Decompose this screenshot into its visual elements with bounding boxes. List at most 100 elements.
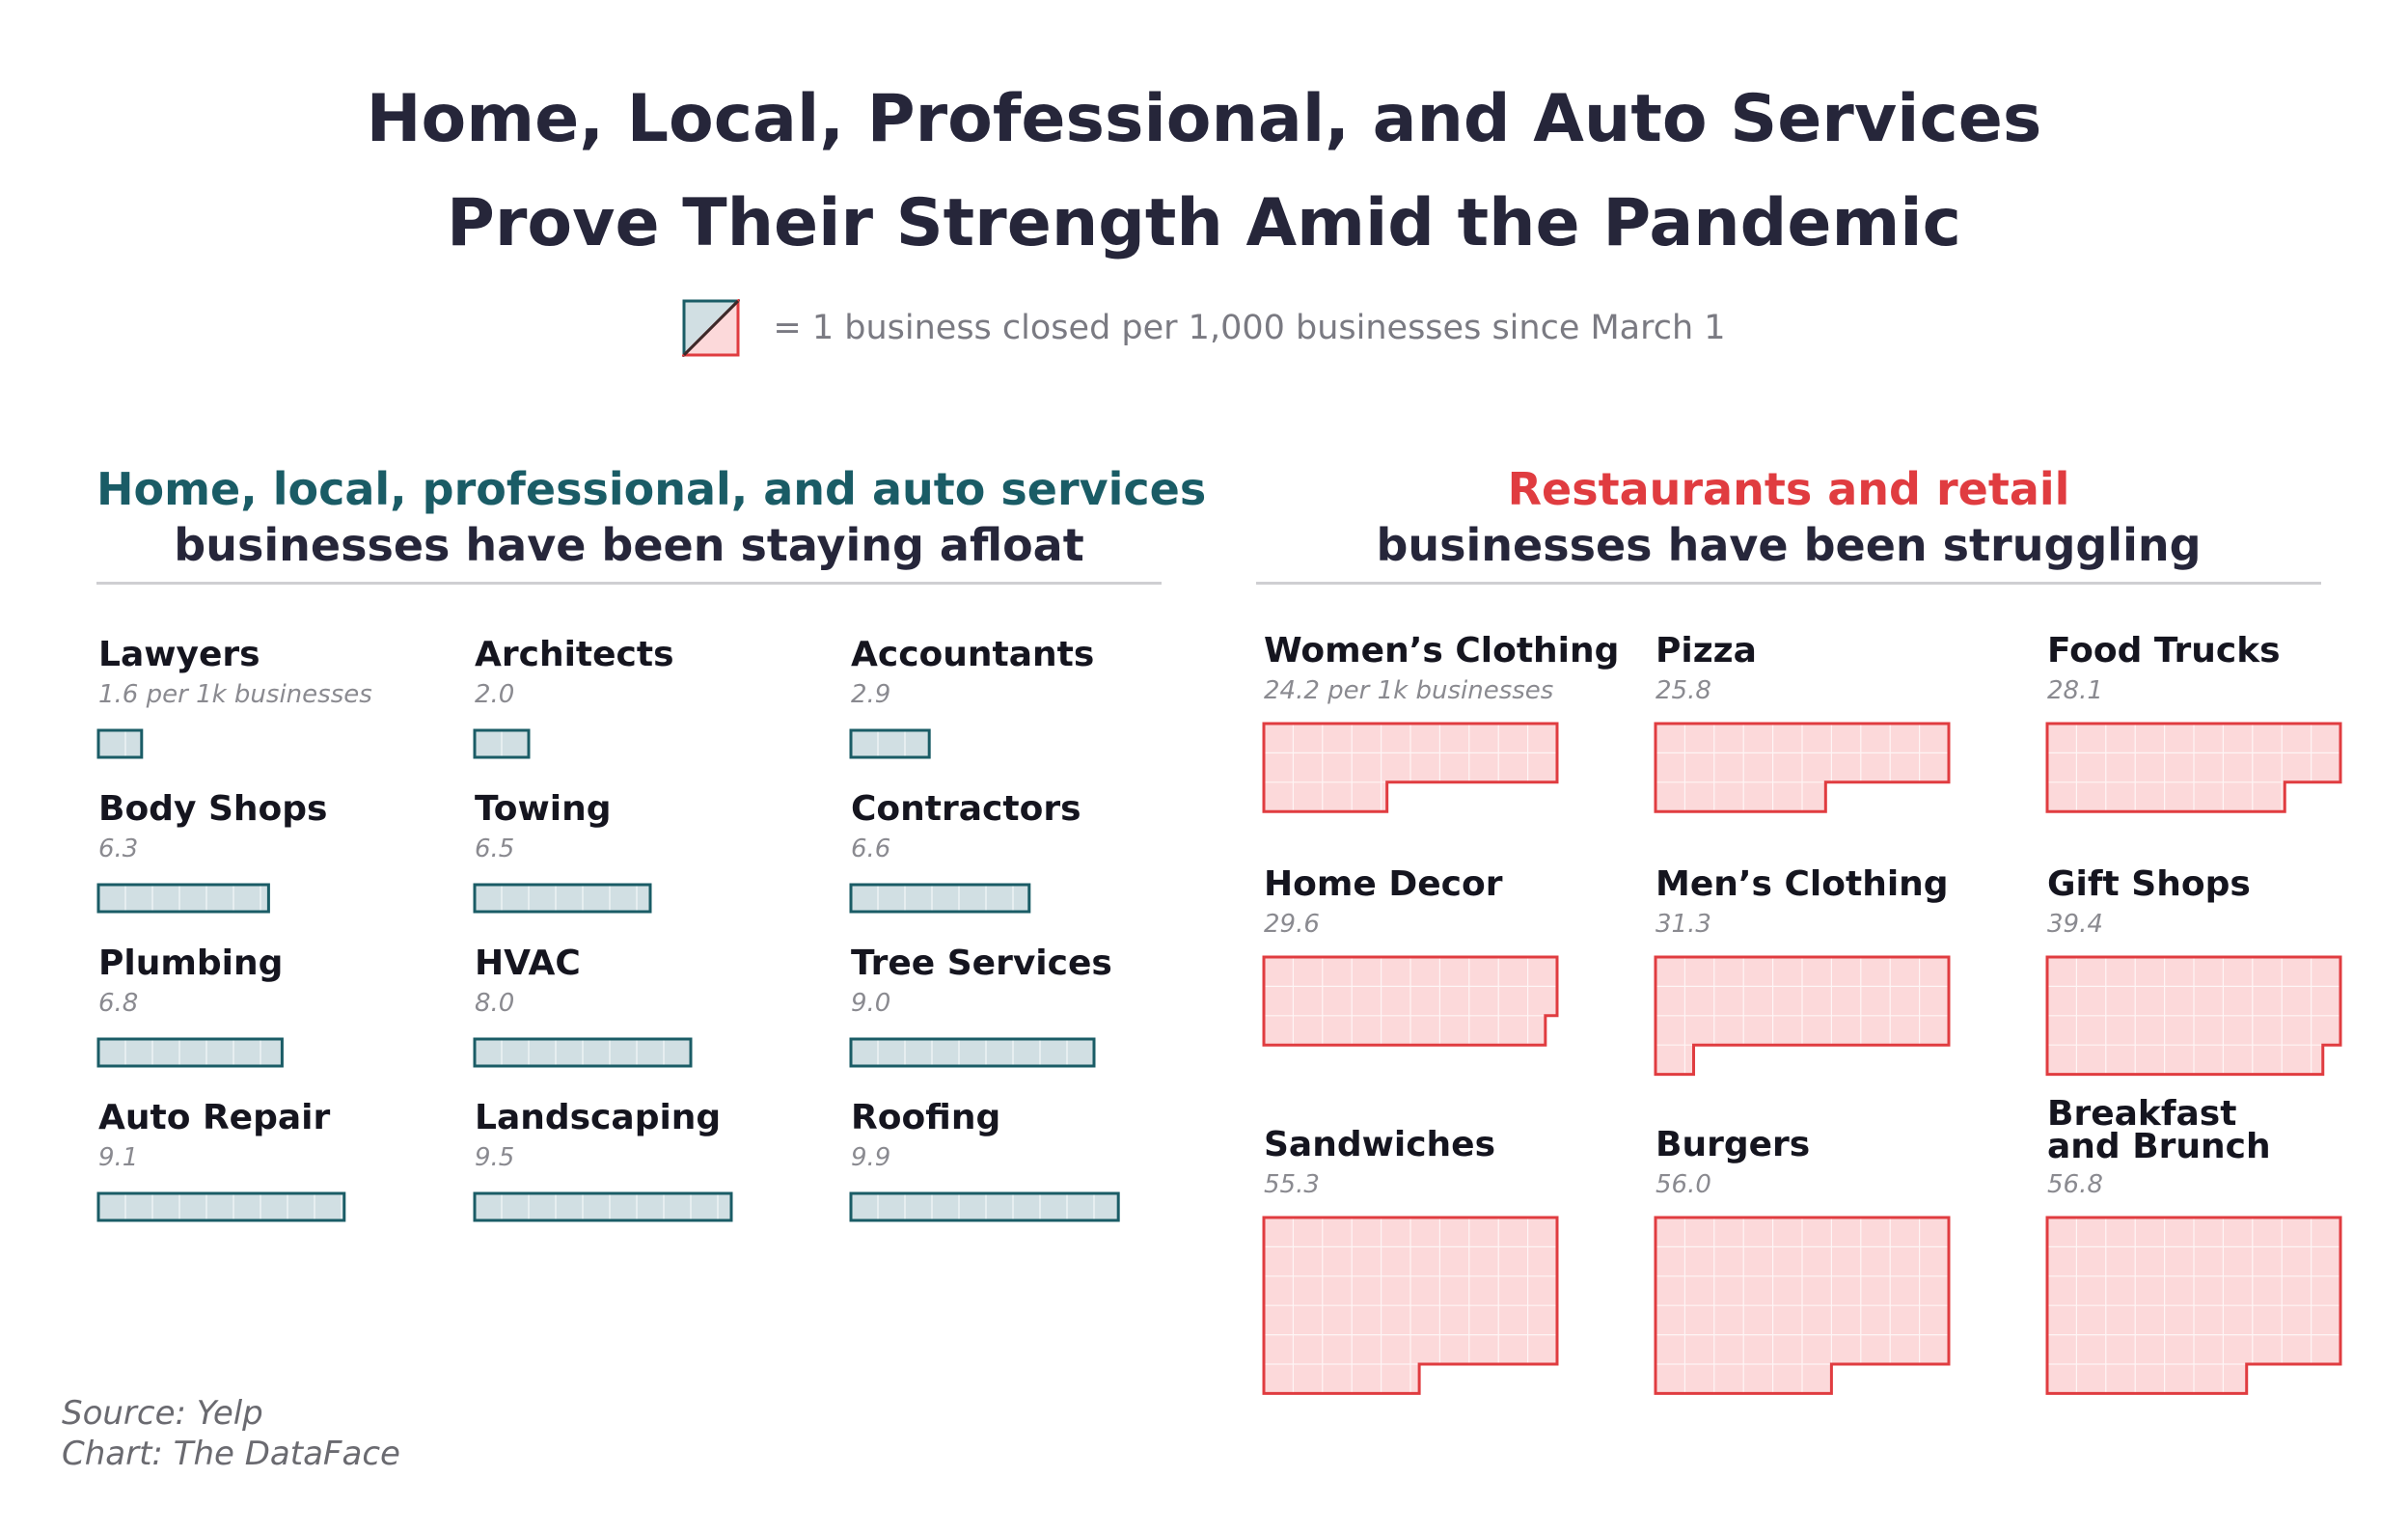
hvac-label: HVAC [475,944,581,983]
women-s-clothing-label: Women’s Clothing [1264,631,1619,670]
body-shops-label: Body Shops [98,789,327,829]
food-trucks-waffle-grid [2047,724,2340,812]
auto-repair-waffle-outline [96,1191,346,1222]
roofing-waffle-outline [849,1191,1120,1222]
towing-value: 6.5 [475,834,514,863]
architects-label: Architects [475,635,674,674]
plumbing-value: 6.8 [98,989,138,1018]
home-decor-waffle-outline [1262,955,1559,1047]
category-hvac: HVAC 8.0 [473,944,693,1068]
contractors-label: Contractors [851,789,1081,829]
breakfast-and-brunch-waffle-outline [2045,1216,2342,1395]
landscaping-waffle-outline [473,1191,733,1222]
right-panel-heading-line-2: businesses have been struggling [1376,519,2202,571]
auto-repair-waffle-fill [98,1193,344,1220]
sandwiches-waffle-grid [1264,1217,1557,1394]
tree-services-label: Tree Services [851,944,1112,983]
gift-shops-waffle-outline [2045,955,2342,1077]
home-decor-label: Home Decor [1264,864,1503,904]
body-shops-waffle-fill [98,885,269,912]
lawyers-value: 1.6 per 1k businesses [98,680,372,709]
left-panel-heading: Home, local, professional, and auto serv… [96,461,1207,573]
burgers-label: Burgers [1656,1125,1810,1164]
contractors-value: 6.6 [851,834,890,863]
food-trucks-label: Food Trucks [2047,631,2281,670]
breakfast-and-brunch-value: 56.8 [2047,1170,2103,1199]
left-panel-heading-line-1: Home, local, professional, and auto serv… [96,463,1207,515]
tree-services-waffle-grid [877,1039,1068,1066]
category-contractors: Contractors 6.6 [849,789,1081,914]
category-towing: Towing 6.5 [473,789,652,914]
pizza-label: Pizza [1656,631,1757,670]
landscaping-value: 9.5 [475,1143,514,1172]
hvac-waffle-outline [473,1037,693,1068]
gift-shops-value: 39.4 [2047,910,2103,939]
food-trucks-waffle-outline [2045,722,2342,813]
men-s-clothing-waffle-grid [1656,957,1949,1075]
accountants-waffle-fill [851,730,930,757]
pizza-waffle-grid [1656,724,1949,812]
category-body-shops: Body Shops 6.3 [96,789,327,914]
plumbing-waffle-grid [124,1039,261,1066]
home-decor-value: 29.6 [1264,910,1320,939]
category-roofing: Roofing 9.9 [849,1098,1120,1222]
roofing-label: Roofing [851,1098,1000,1137]
sandwiches-value: 55.3 [1264,1170,1320,1199]
plumbing-waffle-fill [98,1039,283,1066]
towing-waffle-fill [475,885,650,912]
hvac-value: 8.0 [475,989,514,1018]
body-shops-value: 6.3 [98,834,138,863]
tree-services-waffle-outline [849,1037,1096,1068]
landscaping-label: Landscaping [475,1098,721,1137]
right-panel-heading: Restaurants and retail businesses have b… [1256,461,2321,573]
men-s-clothing-label: Men’s Clothing [1656,864,1949,904]
category-accountants: Accountants 2.9 [849,635,1094,759]
burgers-waffle-grid [1656,1217,1949,1394]
credit-line: Chart: The DataFace [62,1435,400,1473]
lawyers-waffle-outline [96,728,144,759]
breakfast-and-brunch-waffle-grid [2047,1217,2340,1394]
category-tree-services: Tree Services 9.0 [849,944,1112,1068]
legend: = 1 business closed per 1,000 businesses… [0,299,2408,357]
category-breakfast-and-brunch: Breakfast and Brunch 56.8 [2045,1094,2342,1395]
right-panel-divider [1256,582,2321,585]
body-shops-waffle-grid [124,885,261,912]
category-gift-shops: Gift Shops 39.4 [2045,864,2342,1077]
half-teal-half-red-square-icon [682,299,741,357]
category-burgers: Burgers 56.0 [1654,1125,1951,1395]
category-men-s-clothing: Men’s Clothing 31.3 [1654,864,1951,1077]
towing-waffle-outline [473,883,652,914]
roofing-value: 9.9 [851,1143,890,1172]
accountants-waffle-outline [849,728,931,759]
contractors-waffle-fill [851,885,1029,912]
burgers-waffle-outline [1654,1216,1951,1395]
lawyers-label: Lawyers [98,635,260,674]
category-food-trucks: Food Trucks 28.1 [2045,631,2342,813]
women-s-clothing-waffle-grid [1264,724,1557,812]
auto-repair-value: 9.1 [98,1143,138,1172]
contractors-waffle-grid [877,885,1014,912]
accountants-waffle-grid [877,730,906,757]
source-line: Source: Yelp [62,1394,263,1433]
accountants-label: Accountants [851,635,1094,674]
burgers-value: 56.0 [1656,1170,1711,1199]
chart-title-line-2: Prove Their Strength Amid the Pandemic [447,185,1961,261]
hvac-waffle-grid [501,1039,665,1066]
auto-repair-waffle-grid [124,1193,342,1220]
breakfast-and-brunch-label: Breakfast and Brunch [2047,1094,2271,1166]
roofing-waffle-grid [877,1193,1095,1220]
towing-label: Towing [475,789,612,829]
legend-text: = 1 business closed per 1,000 businesses… [773,309,1726,347]
right-panel-heading-line-1: Restaurants and retail [1507,463,2070,515]
sandwiches-label: Sandwiches [1264,1125,1495,1164]
category-landscaping: Landscaping 9.5 [473,1098,733,1222]
chart-title: Home, Local, Professional, and Auto Serv… [0,68,2408,276]
gift-shops-waffle-grid [2047,957,2340,1075]
category-auto-repair: Auto Repair 9.1 [96,1098,346,1222]
architects-value: 2.0 [475,680,514,709]
roofing-waffle-fill [851,1193,1119,1220]
men-s-clothing-value: 31.3 [1656,910,1711,939]
architects-waffle-outline [473,728,531,759]
women-s-clothing-value: 24.2 per 1k businesses [1264,676,1553,705]
